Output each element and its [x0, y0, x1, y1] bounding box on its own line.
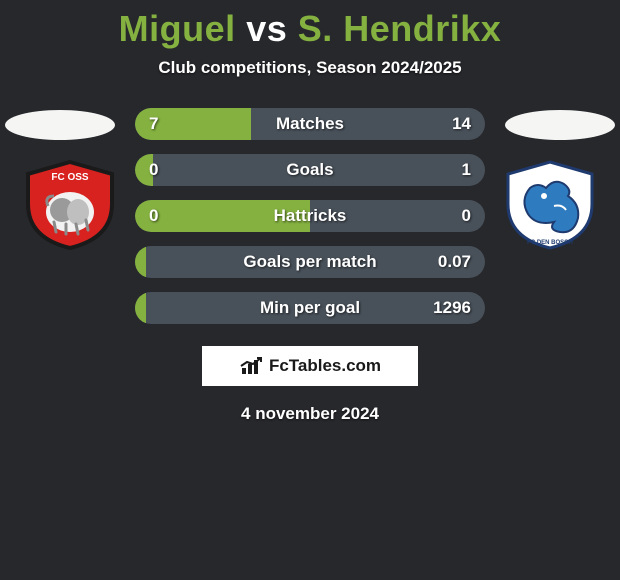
- date-text: 4 november 2024: [0, 404, 620, 424]
- club-crest-right: FC DEN BOSCH: [500, 160, 600, 250]
- crest-shadow-right: [505, 110, 615, 140]
- svg-text:FC DEN BOSCH: FC DEN BOSCH: [527, 240, 573, 246]
- stats-panel: FC OSS FC DEN BOSCH 7Matches14 0Goals1 0Ha…: [0, 108, 620, 324]
- fc-den-bosch-crest-icon: FC DEN BOSCH: [500, 160, 600, 250]
- stat-row: 0Goals1: [135, 154, 485, 186]
- comparison-title: Miguel vs S. Hendrikx: [0, 0, 620, 50]
- fc-oss-crest-icon: FC OSS: [20, 160, 120, 250]
- stat-row: Goals per match0.07: [135, 246, 485, 278]
- subtitle: Club competitions, Season 2024/2025: [0, 58, 620, 78]
- stat-label: Goals per match: [135, 252, 485, 272]
- stat-label: Min per goal: [135, 298, 485, 318]
- bar-chart-icon: [239, 356, 265, 376]
- svg-text:FC OSS: FC OSS: [51, 172, 89, 183]
- player1-name: Miguel: [119, 8, 236, 49]
- brand-text: FcTables.com: [269, 356, 381, 376]
- club-crest-left: FC OSS: [20, 160, 120, 250]
- stat-row: Min per goal1296: [135, 292, 485, 324]
- player2-name: S. Hendrikx: [298, 8, 502, 49]
- stat-row: 7Matches14: [135, 108, 485, 140]
- stats-bars: 7Matches14 0Goals1 0Hattricks0 Goals per ma…: [135, 108, 485, 324]
- stat-label: Matches: [135, 114, 485, 134]
- stat-label: Goals: [135, 160, 485, 180]
- stat-row: 0Hattricks0: [135, 200, 485, 232]
- brand-badge: FcTables.com: [202, 346, 418, 386]
- crest-shadow-left: [5, 110, 115, 140]
- vs-text: vs: [246, 8, 287, 49]
- stat-label: Hattricks: [135, 206, 485, 226]
